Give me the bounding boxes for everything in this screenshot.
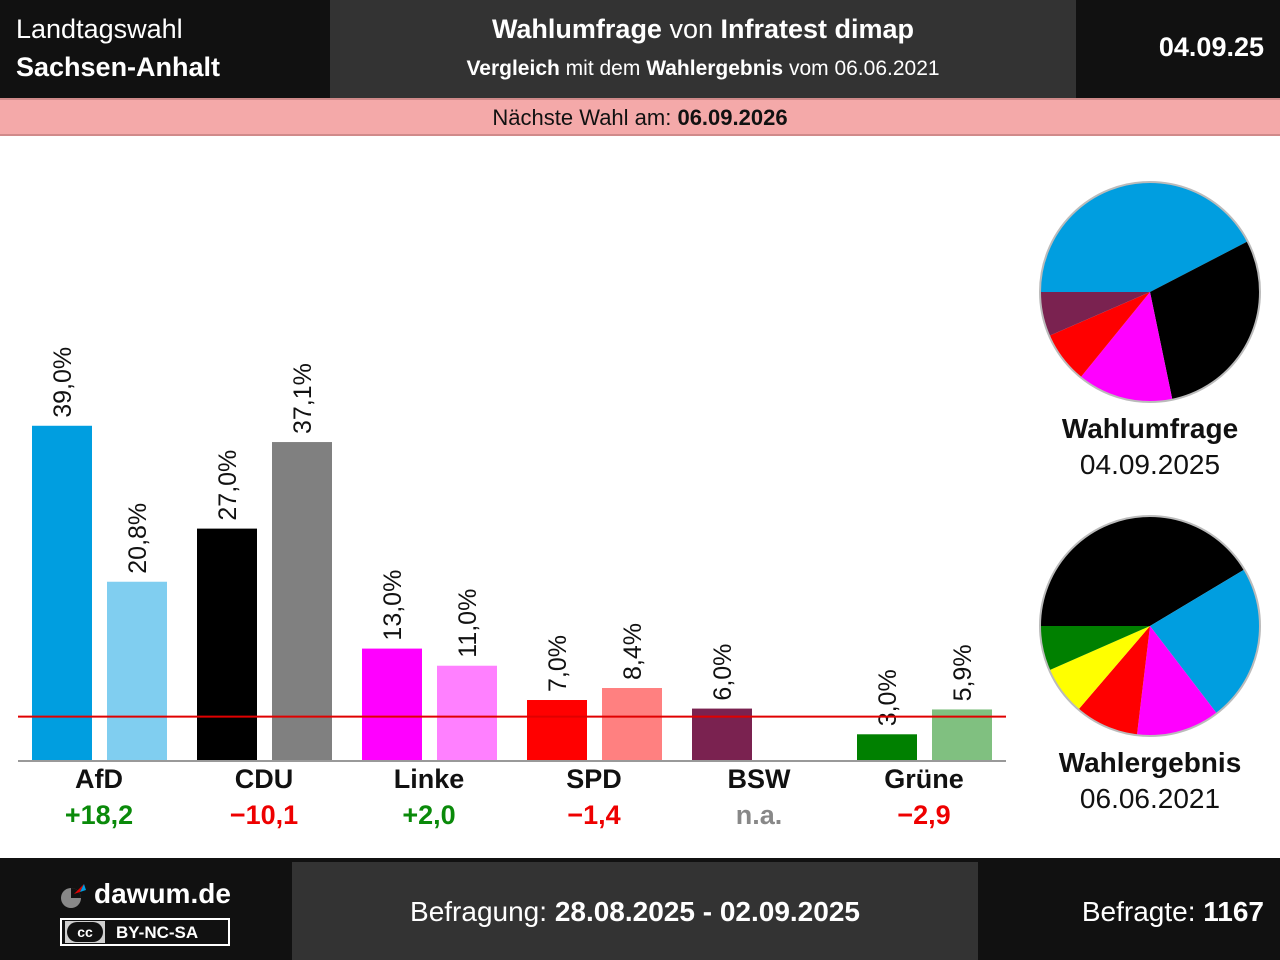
result-word: Wahlergebnis: [646, 57, 784, 80]
value-label-afd-poll: 39,0%: [49, 347, 77, 418]
license-badge[interactable]: cc BY-NC-SA: [60, 918, 230, 946]
dawum-logo-icon: [61, 884, 86, 908]
comparison-connector: mit dem: [559, 57, 647, 80]
bar-afd-result: [107, 581, 167, 760]
category-label-spd: SPD: [566, 764, 622, 794]
pie-poll-slice-spd: [1049, 292, 1150, 378]
next-election-date: 06.09.2026: [677, 105, 788, 130]
poll-date: 04.09.25: [1158, 32, 1264, 62]
poll-title-connector: von: [661, 14, 721, 44]
change-label-cdu: −10,1: [230, 800, 298, 830]
pie-chart-result: [1039, 515, 1261, 737]
bar-linke-poll: [362, 648, 422, 760]
pie-result-title: Wahlergebnis: [1058, 747, 1242, 778]
value-label-afd-result: 20,8%: [124, 503, 152, 574]
survey-period-value: 28.08.2025 - 02.09.2025: [554, 896, 860, 927]
change-label-grüne: −2,9: [897, 800, 950, 830]
bar-cdu-result: [272, 442, 332, 760]
license-type: BY-NC-SA: [116, 923, 199, 942]
pie-result-slice-spd: [1078, 626, 1150, 736]
survey-period: Befragung: 28.08.2025 - 02.09.2025: [292, 896, 978, 928]
result-date: vom 06.06.2021: [783, 57, 940, 80]
pie-poll-slice-linke: [1080, 292, 1173, 402]
respondents: Befragte: 1167: [1082, 896, 1264, 928]
change-label-linke: +2,0: [402, 800, 455, 830]
bar-cdu-poll: [197, 528, 257, 760]
value-label-grüne-poll: 3,0%: [874, 669, 902, 726]
value-label-spd-result: 8,4%: [619, 623, 647, 680]
comparison-word: Vergleich: [466, 57, 560, 80]
value-label-linke-poll: 13,0%: [379, 570, 407, 641]
bar-afd-poll: [32, 425, 92, 760]
pie-result-slice-afd: [1150, 569, 1260, 714]
pie-result-date: 06.06.2021: [1079, 783, 1221, 814]
pie-chart-poll: [1039, 181, 1261, 403]
footer-brand-box: dawum.de cc BY-NC-SA: [0, 862, 290, 960]
change-label-spd: −1,4: [567, 800, 620, 830]
value-label-spd-poll: 7,0%: [544, 635, 572, 692]
comparison-subtitle: Vergleich mit dem Wahlergebnis vom 06.06…: [330, 57, 1076, 81]
header-date-box: 04.09.25: [1078, 0, 1280, 98]
footer-survey-box: Befragung: 28.08.2025 - 02.09.2025: [292, 862, 978, 960]
category-label-bsw: BSW: [728, 764, 792, 794]
value-label-grüne-result: 5,9%: [949, 644, 977, 701]
brand-name[interactable]: dawum.de: [94, 878, 231, 909]
poll-title: Wahlumfrage von Infratest dimap: [330, 14, 1076, 45]
pie-poll-outline: [1039, 181, 1261, 403]
change-label-afd: +18,2: [65, 800, 133, 830]
bar-linke-result: [437, 665, 497, 760]
change-label-bsw: n.a.: [736, 800, 783, 830]
pie-poll-slice-afd: [1040, 182, 1248, 292]
header-election-info: Landtagswahl Sachsen-Anhalt: [0, 0, 328, 98]
survey-period-label: Befragung:: [410, 896, 555, 927]
pie-poll-date: 04.09.2025: [1079, 449, 1221, 480]
next-election-bar: Nächste Wahl am: 06.09.2026: [0, 98, 1280, 136]
pie-result-slice-grüne: [1040, 626, 1150, 671]
category-label-linke: Linke: [394, 764, 465, 794]
pollster-name: Infratest dimap: [720, 14, 915, 44]
value-label-cdu-poll: 27,0%: [214, 450, 242, 521]
bar-spd-poll: [527, 700, 587, 760]
header: Landtagswahl Sachsen-Anhalt Wahlumfrage …: [0, 0, 1280, 98]
next-election-label: Nächste Wahl am:: [492, 105, 678, 130]
pie-result-outline: [1039, 515, 1261, 737]
cc-icon-text: cc: [67, 922, 103, 942]
pie-result-slice-cdu: [1040, 516, 1245, 626]
bar-grüne-result: [932, 709, 992, 760]
cc-icon: cc: [65, 921, 105, 943]
category-label-grüne: Grüne: [884, 764, 964, 794]
pie-poll-slice-cdu: [1150, 241, 1260, 400]
pie-poll-title: Wahlumfrage: [1061, 413, 1239, 444]
poll-title-word: Wahlumfrage: [491, 14, 662, 44]
respondents-label: Befragte:: [1081, 896, 1204, 927]
pie-result-slice-fdp: [1049, 626, 1150, 710]
bar-chart: 39,0% 20,8% AfD +18,2 27,0% 37,1% CDU −10,1 13,0…: [18, 347, 1006, 830]
pie-result-slice-linke: [1136, 626, 1217, 736]
header-title: Wahlumfrage von Infratest dimap Vergleic…: [330, 0, 1076, 98]
respondents-value: 1167: [1203, 896, 1264, 927]
bar-grüne-poll: [857, 734, 917, 760]
value-label-linke-result: 11,0%: [454, 589, 482, 658]
value-label-cdu-result: 37,1%: [289, 363, 317, 434]
election-state: Sachsen-Anhalt: [16, 52, 221, 82]
pie-poll-slice-bsw: [1040, 292, 1150, 336]
footer-respondents-box: Befragte: 1167: [980, 862, 1280, 960]
category-label-cdu: CDU: [235, 764, 294, 794]
footer: dawum.de cc BY-NC-SA Befragung: 28.08.20…: [0, 858, 1280, 960]
bar-spd-result: [602, 688, 662, 760]
election-type: Landtagswahl: [16, 14, 183, 44]
category-label-afd: AfD: [75, 764, 123, 794]
value-label-bsw-poll: 6,0%: [709, 644, 737, 701]
